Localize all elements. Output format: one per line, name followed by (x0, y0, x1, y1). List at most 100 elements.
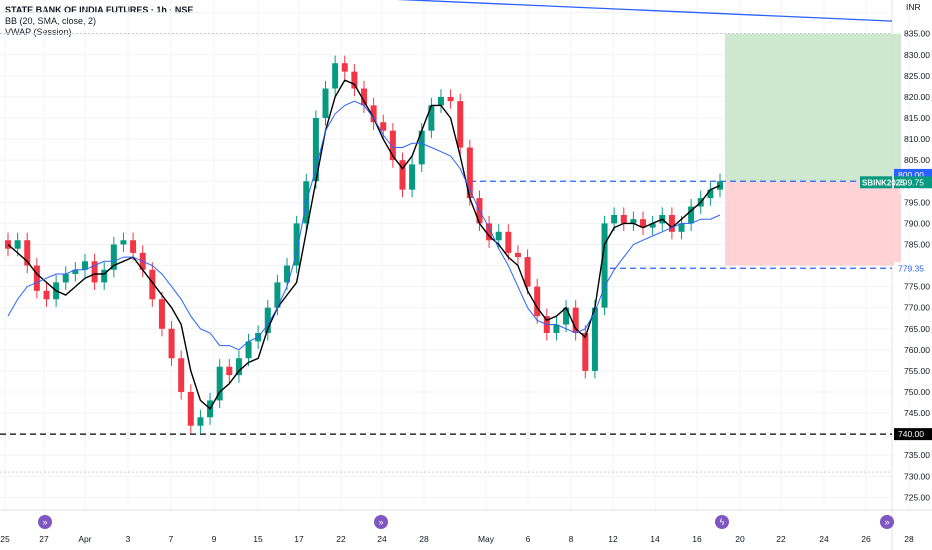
candle-body (245, 341, 252, 359)
candle-body (389, 130, 396, 161)
double-chevron-icon[interactable]: » (38, 515, 52, 529)
candle-body (630, 219, 637, 224)
trendline (396, 0, 893, 22)
candle-body (235, 358, 242, 376)
horizontal-levels (0, 33, 892, 473)
time-tick-label: 22 (776, 534, 786, 544)
price-tick-label: 770.00 (904, 303, 930, 313)
candle-body (486, 223, 493, 241)
candle-body (370, 105, 377, 123)
candle-body (110, 244, 117, 270)
candle-body (717, 181, 723, 190)
time-tick-label: 27 (39, 534, 49, 544)
candle-body (668, 214, 675, 232)
candle-body (178, 358, 185, 392)
candle-body (524, 257, 531, 287)
price-tick-label: 805.00 (904, 155, 930, 165)
candle-body (332, 63, 339, 89)
candle-body (678, 223, 685, 232)
candle-body (437, 96, 444, 106)
candle-body (72, 269, 79, 274)
candle-body (351, 71, 358, 89)
price-tick-label: 830.00 (904, 50, 930, 60)
time-axis: 25 27 Apr 3 7 9 15 17 22 24 28 May 6 8 12 14 16 20 22 24 26 2… (0, 534, 914, 544)
candle-body (418, 130, 425, 165)
time-tick-label: 28 (419, 534, 429, 544)
price-tick-label: 810.00 (904, 134, 930, 144)
time-tick-label: 15 (253, 534, 263, 544)
candle-body (14, 240, 21, 249)
currency-label: INR (906, 2, 921, 12)
double-chevron-icon[interactable]: » (880, 515, 894, 529)
candle-body (534, 286, 541, 317)
time-tick-label: May (478, 534, 495, 544)
candle-body (187, 391, 194, 426)
time-tick-label: 8 (569, 534, 574, 544)
chart-title: STATE BANK OF INDIA FUTURES · 1h · NSE (5, 5, 194, 15)
time-tick-label: 7 (169, 534, 174, 544)
candle-body (197, 417, 204, 426)
double-chevron-icon[interactable]: » (374, 515, 388, 529)
price-tick-label: 815.00 (904, 113, 930, 123)
time-tick-label: 22 (336, 534, 346, 544)
price-tick-label: 835.00 (904, 29, 930, 39)
candle-body (91, 261, 98, 283)
time-tick-label: 28 (904, 534, 914, 544)
support-price-tag: 740.00 (898, 429, 924, 439)
price-tick-label: 785.00 (904, 239, 930, 249)
candle-body (81, 261, 88, 270)
candle-body (43, 290, 50, 300)
indicator-lines (7, 79, 721, 410)
time-tick-label: 3 (126, 534, 131, 544)
candle-body (361, 88, 367, 106)
price-tick-label: 820.00 (904, 92, 930, 102)
candle-body (620, 214, 627, 224)
candle-body (322, 88, 329, 119)
trendline-segment (396, 0, 893, 22)
candle-body (5, 240, 11, 249)
candle-body (399, 160, 406, 190)
candle-body (62, 273, 69, 283)
candle-body (264, 307, 271, 333)
stop-price-tag-bg (894, 262, 932, 275)
candle-body (649, 223, 656, 228)
level-800-tag: 800.00 (898, 170, 924, 180)
candle-body (216, 366, 223, 401)
current-price-tag-bg (894, 176, 932, 189)
candle-body (601, 223, 608, 308)
candle-body (640, 219, 647, 228)
stop-zone (725, 181, 901, 266)
price-tick-label: 730.00 (904, 471, 930, 481)
candle-body (707, 189, 714, 199)
ticker-badge-bg (860, 176, 892, 189)
candle-body (120, 240, 127, 245)
indicator-vwap-label[interactable]: VWAP (Session) (5, 27, 72, 37)
price-tick-label: 725.00 (904, 492, 930, 502)
candle-body (563, 307, 570, 325)
candle-body (582, 332, 589, 371)
price-tick-label: 745.00 (904, 408, 930, 418)
stop-price-tag: 779.35 (898, 263, 924, 273)
candle-body (293, 223, 300, 266)
target-zone (725, 33, 901, 182)
candle-body (611, 214, 618, 224)
indicator-bb-label[interactable]: BB (20, SMA, close, 2) (5, 16, 97, 26)
time-tick-label: 26 (861, 534, 871, 544)
bb-basis-line (7, 79, 721, 410)
price-tick-label: 790.00 (904, 218, 930, 228)
time-tick-label: 24 (819, 534, 829, 544)
current-price-tag: 799.75 (898, 177, 924, 187)
chart-legend: STATE BANK OF INDIA FUTURES · 1h · NSE B… (5, 5, 193, 38)
candle-body (33, 265, 40, 291)
candle-body (553, 324, 560, 333)
time-tick-label: 14 (650, 534, 660, 544)
price-tick-label: 755.00 (904, 366, 930, 376)
support-price-tag-bg (894, 428, 932, 441)
candle-body (457, 101, 464, 148)
lightning-icon[interactable]: ϟ (715, 515, 729, 529)
candle-body (226, 366, 233, 376)
price-tick-label: 735.00 (904, 450, 930, 460)
candle-body (284, 265, 291, 283)
